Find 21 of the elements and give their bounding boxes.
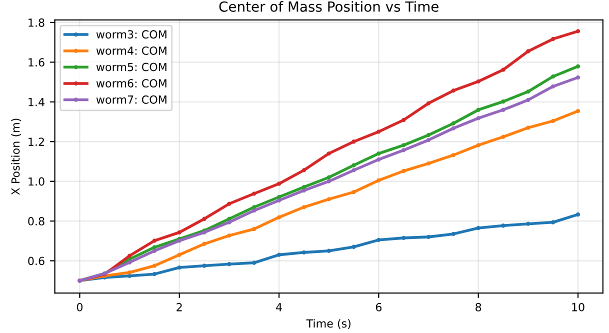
x-tick-label: 10	[572, 302, 584, 312]
y-tick-label: 1.0	[28, 177, 44, 186]
y-axis-title: X Position (m)	[11, 118, 22, 195]
legend-label: worm3: COM	[96, 30, 166, 39]
legend-label: worm7: COM	[96, 95, 166, 104]
x-tick-label: 6	[376, 302, 382, 312]
y-tick-label: 1.2	[28, 138, 44, 146]
y-tick-label: 0.6	[28, 256, 44, 266]
y-tick-label: 1.6	[28, 58, 44, 67]
x-tick-label: 8	[476, 302, 482, 312]
y-tick-label: 1.8	[28, 18, 44, 27]
x-tick-label: 2	[176, 302, 182, 312]
y-tick-label: 0.8	[28, 217, 44, 226]
legend-label: worm6: COM	[96, 79, 166, 88]
legend-label: worm4: COM	[96, 46, 166, 55]
x-tick-label: 0	[76, 302, 83, 312]
legend-label: worm5: COM	[96, 62, 166, 72]
chart-title: Center of Mass Position vs Time	[219, 1, 438, 12]
y-tick-label: 1.4	[28, 98, 44, 106]
x-axis-title: Time (s)	[306, 319, 350, 329]
x-tick-label: 4	[276, 303, 282, 312]
